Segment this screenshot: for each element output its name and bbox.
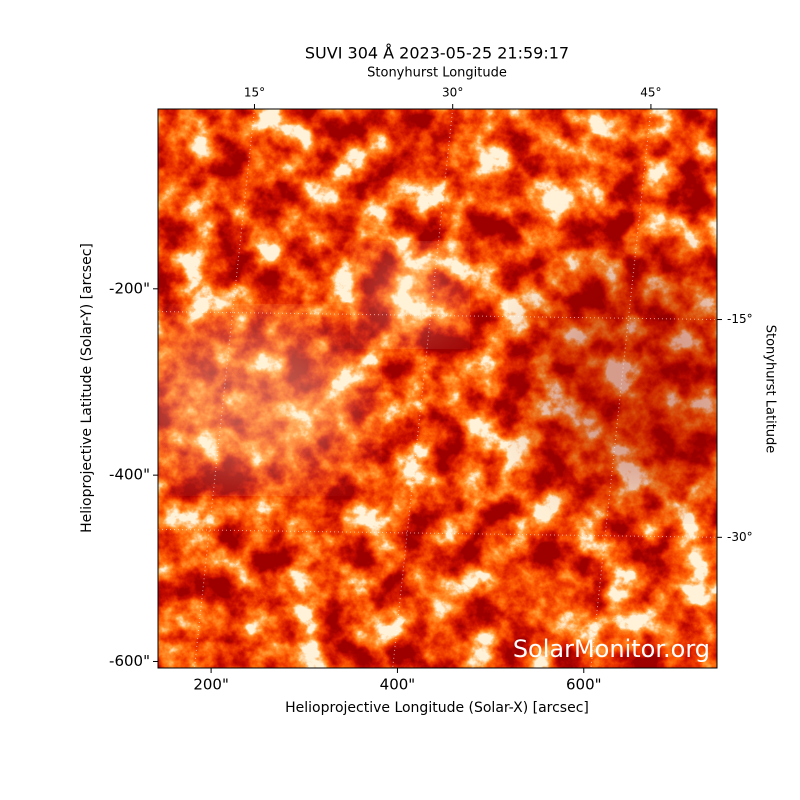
axes-frame [157, 108, 718, 669]
bright-region [360, 250, 460, 340]
x2-tick-label: 45° [640, 86, 661, 100]
grid-line [193, 109, 255, 668]
solar-image [158, 109, 717, 668]
x2-axis-label: Stonyhurst Longitude [367, 66, 507, 81]
y-axis-label: Helioprojective Latitude (Solar-Y) [arcs… [79, 243, 95, 533]
x-axis-label: Helioprojective Longitude (Solar-X) [arc… [285, 700, 589, 716]
watermark: SolarMonitor.org [513, 635, 710, 663]
y-tick-label: -600" [109, 652, 150, 670]
x-tick-label: 600" [566, 676, 602, 694]
x2-tick-label: 15° [244, 86, 265, 100]
y-tick-label: -200" [109, 279, 150, 297]
y2-tick-label: -15° [727, 312, 753, 326]
x-tick-label: 400" [380, 676, 416, 694]
y2-tick-label: -30° [727, 530, 753, 544]
dark-region [530, 260, 717, 500]
y2-axis-label: Stonyhurst Latitude [763, 325, 778, 454]
grid-line [392, 109, 454, 668]
x-tick-label: 200" [193, 676, 229, 694]
x2-tick-label: 30° [442, 86, 463, 100]
chart-title: SUVI 304 Å 2023-05-25 21:59:17 [305, 44, 569, 63]
grid-line [590, 109, 652, 668]
bright-region [158, 320, 360, 480]
y-tick-label: -400" [109, 466, 150, 484]
